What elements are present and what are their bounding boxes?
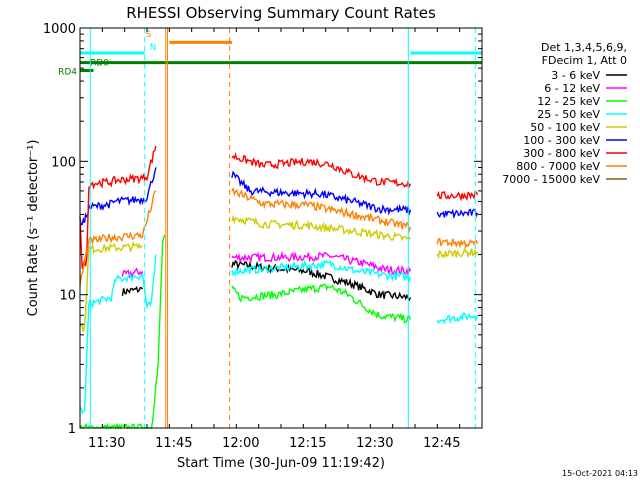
legend-title-line: FDecim 1, Att 0 xyxy=(542,54,627,67)
y-tick-label: 100 xyxy=(51,155,76,170)
x-tick-label: 12:30 xyxy=(356,436,393,451)
legend-label-100-300-kev: 100 - 300 keV xyxy=(523,134,600,147)
y-tick-label: 10 xyxy=(59,289,76,304)
series-line-6-12-kev xyxy=(121,267,144,279)
series-line-800-7000-kev xyxy=(79,190,157,286)
series-line-3-6-kev xyxy=(231,259,412,302)
legend-label-800-7000-kev: 800 - 7000 keV xyxy=(516,160,600,173)
series-100-300-kev xyxy=(79,167,479,226)
vertical-lines-layer xyxy=(89,28,476,428)
series-line-50-100-kev xyxy=(231,214,412,242)
marker-n: N xyxy=(150,43,157,53)
series-300-800-kev xyxy=(79,145,479,269)
footer-date: 15-Oct-2021 04:13 xyxy=(562,469,638,478)
series-line-100-300-kev xyxy=(436,208,479,220)
legend-label-12-25-kev: 12 - 25 keV xyxy=(537,95,600,108)
x-axis: 11:30 11:45 12:00 12:15 12:30 12:45 xyxy=(79,28,483,451)
series-3-6-kev xyxy=(121,259,412,302)
y-axis-label: Count Rate (s⁻¹ detector⁻¹) xyxy=(26,140,41,317)
series-line-100-300-kev xyxy=(231,170,412,216)
legend-title-line: Det 1,3,4,5,6,9, xyxy=(541,41,627,54)
series-line-800-7000-kev xyxy=(231,187,412,234)
series-line-300-800-kev xyxy=(436,190,479,202)
x-axis-label: Start Time (30-Jun-09 11:19:42) xyxy=(177,456,385,471)
chart-title: RHESSI Observing Summary Count Rates xyxy=(126,4,436,22)
series-line-100-300-kev xyxy=(79,167,157,226)
series-line-12-25-kev xyxy=(231,283,412,324)
x-tick-label: 11:30 xyxy=(88,436,125,451)
legend-label-25-50-kev: 25 - 50 keV xyxy=(537,108,600,121)
series-line-25-50-kev xyxy=(231,259,412,283)
series-25-50-kev xyxy=(79,254,479,415)
legend-label-50-100-kev: 50 - 100 keV xyxy=(530,121,600,134)
x-tick-label: 12:15 xyxy=(289,436,326,451)
series-line-800-7000-kev xyxy=(436,237,479,249)
x-tick-label: 12:00 xyxy=(222,436,259,451)
series-line-6-12-kev xyxy=(231,250,412,277)
legend-label-3-6-kev: 3 - 6 keV xyxy=(551,69,600,82)
legend-label-300-800-kev: 300 - 800 keV xyxy=(523,147,600,160)
flags-layer: RD4 RD0 SN xyxy=(58,30,482,78)
series-line-3-6-kev xyxy=(121,285,144,296)
series-6-12-kev xyxy=(121,250,412,279)
series-line-300-800-kev xyxy=(231,152,412,189)
series-line-50-100-kev xyxy=(436,246,479,260)
legend-label-7000-15000-kev: 7000 - 15000 keV xyxy=(502,173,600,186)
series-800-7000-kev xyxy=(79,187,479,286)
y-tick-label: 1 xyxy=(68,422,76,437)
legend: Det 1,3,4,5,6,9,FDecim 1, Att 0 3 - 6 keV… xyxy=(502,41,627,186)
x-tick-label: 11:45 xyxy=(155,436,192,451)
series-line-300-800-kev xyxy=(79,145,157,269)
legend-label-6-12-kev: 6 - 12 keV xyxy=(544,82,600,95)
marker-s: S xyxy=(146,30,152,40)
y-tick-label: 1000 xyxy=(43,22,76,37)
series-line-25-50-kev xyxy=(436,312,479,325)
x-tick-label: 12:45 xyxy=(423,436,460,451)
flag-label-rd4: RD4 xyxy=(58,68,77,78)
series-line-25-50-kev xyxy=(79,254,157,415)
y-axis: 1 10 100 1000 xyxy=(43,22,482,437)
flag-label-rd0: RD0 xyxy=(90,59,109,69)
